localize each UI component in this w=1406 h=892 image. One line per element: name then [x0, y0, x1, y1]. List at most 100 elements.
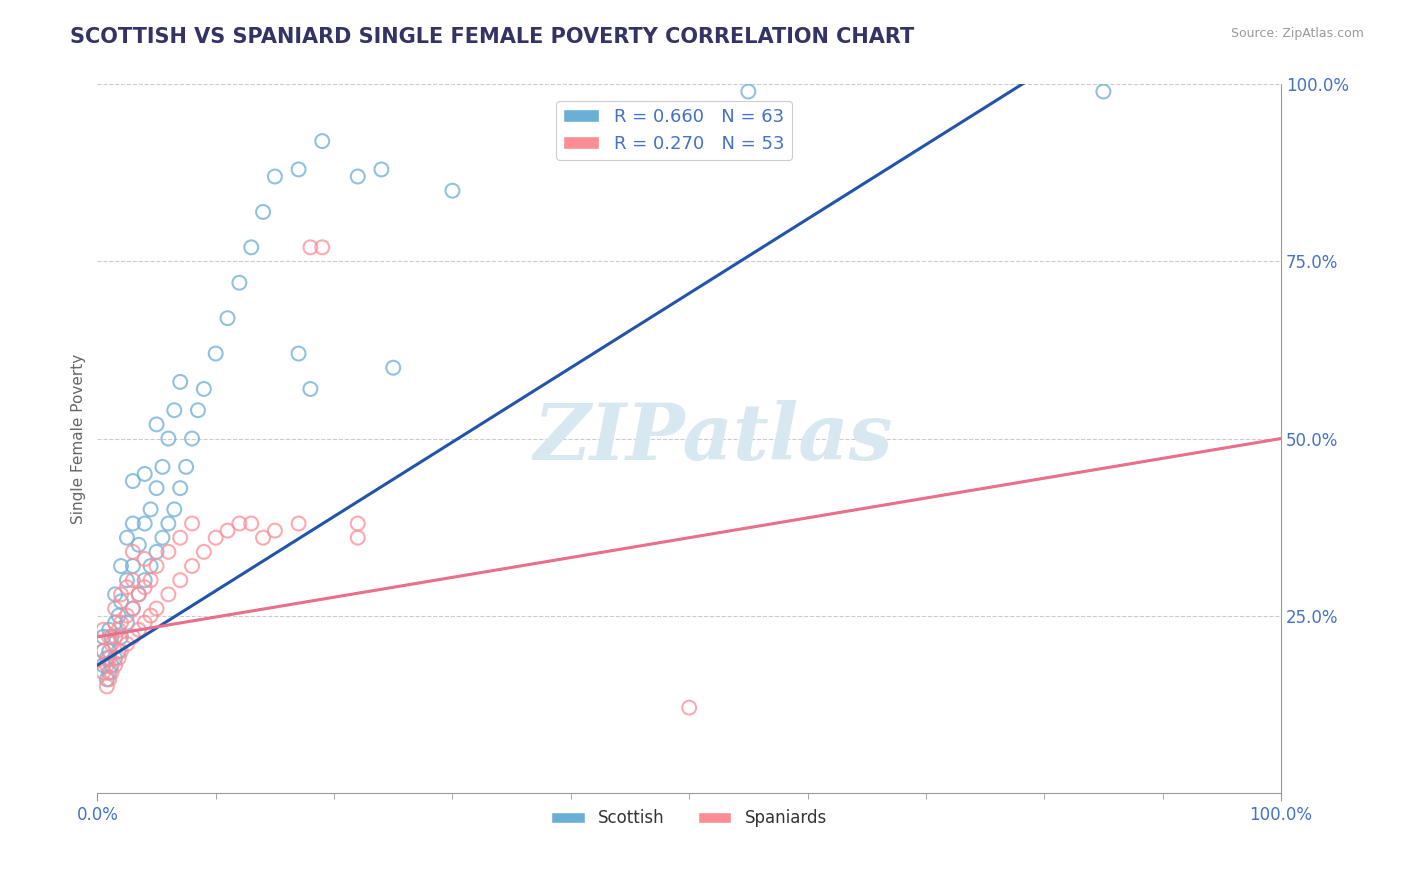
Point	[91, 623, 114, 637]
Point	[100, 658, 122, 673]
Point	[110, 644, 132, 658]
Point	[100, 630, 122, 644]
Text: ZIPatlas: ZIPatlas	[533, 401, 893, 477]
Point	[441, 184, 464, 198]
Point	[110, 594, 132, 608]
Point	[163, 403, 186, 417]
Point	[91, 644, 114, 658]
Point	[107, 651, 129, 665]
Point	[98, 623, 121, 637]
Point	[204, 346, 226, 360]
Point	[104, 615, 127, 630]
Point	[91, 630, 114, 644]
Point	[115, 531, 138, 545]
Point	[152, 531, 174, 545]
Point	[157, 432, 180, 446]
Y-axis label: Single Female Poverty: Single Female Poverty	[72, 353, 86, 524]
Point	[110, 630, 132, 644]
Point	[299, 240, 322, 254]
Point	[96, 680, 118, 694]
Point	[152, 459, 174, 474]
Point	[121, 601, 143, 615]
Point	[145, 601, 167, 615]
Point	[104, 601, 127, 615]
Point	[91, 658, 114, 673]
Point	[121, 630, 143, 644]
Point	[98, 665, 121, 680]
Point	[240, 240, 263, 254]
Point	[139, 559, 162, 574]
Point	[139, 573, 162, 587]
Point	[252, 205, 274, 219]
Point	[115, 637, 138, 651]
Point	[121, 559, 143, 574]
Point	[346, 169, 368, 184]
Point	[104, 630, 127, 644]
Point	[121, 545, 143, 559]
Point	[287, 346, 309, 360]
Point	[115, 573, 138, 587]
Point	[98, 673, 121, 687]
Point	[217, 311, 239, 326]
Point	[96, 658, 118, 673]
Point	[139, 502, 162, 516]
Point	[104, 587, 127, 601]
Point	[104, 651, 127, 665]
Point	[134, 615, 156, 630]
Point	[134, 580, 156, 594]
Point	[98, 630, 121, 644]
Text: Source: ZipAtlas.com: Source: ZipAtlas.com	[1230, 27, 1364, 40]
Point	[121, 516, 143, 531]
Point	[128, 587, 150, 601]
Point	[187, 403, 209, 417]
Point	[107, 644, 129, 658]
Point	[169, 375, 191, 389]
Point	[193, 382, 215, 396]
Point	[110, 559, 132, 574]
Point	[96, 651, 118, 665]
Point	[169, 573, 191, 587]
Point	[181, 559, 204, 574]
Point	[737, 85, 759, 99]
Point	[157, 516, 180, 531]
Point	[110, 615, 132, 630]
Point	[128, 623, 150, 637]
Point	[91, 665, 114, 680]
Point	[157, 545, 180, 559]
Point	[145, 545, 167, 559]
Point	[107, 623, 129, 637]
Point	[98, 651, 121, 665]
Point	[370, 162, 392, 177]
Point	[240, 516, 263, 531]
Point	[115, 580, 138, 594]
Point	[98, 644, 121, 658]
Point	[217, 524, 239, 538]
Point	[174, 459, 197, 474]
Point	[134, 467, 156, 481]
Point	[96, 673, 118, 687]
Point	[128, 538, 150, 552]
Point	[145, 559, 167, 574]
Point	[264, 524, 287, 538]
Point	[228, 516, 250, 531]
Point	[100, 637, 122, 651]
Point	[121, 573, 143, 587]
Point	[181, 432, 204, 446]
Point	[181, 516, 204, 531]
Point	[115, 608, 138, 623]
Point	[346, 531, 368, 545]
Point	[299, 382, 322, 396]
Point	[287, 516, 309, 531]
Point	[287, 162, 309, 177]
Point	[678, 700, 700, 714]
Point	[157, 587, 180, 601]
Point	[110, 587, 132, 601]
Point	[91, 644, 114, 658]
Point	[169, 481, 191, 495]
Text: SCOTTISH VS SPANIARD SINGLE FEMALE POVERTY CORRELATION CHART: SCOTTISH VS SPANIARD SINGLE FEMALE POVER…	[70, 27, 914, 46]
Point	[311, 134, 333, 148]
Point	[100, 665, 122, 680]
Point	[134, 516, 156, 531]
Point	[115, 615, 138, 630]
Point	[264, 169, 287, 184]
